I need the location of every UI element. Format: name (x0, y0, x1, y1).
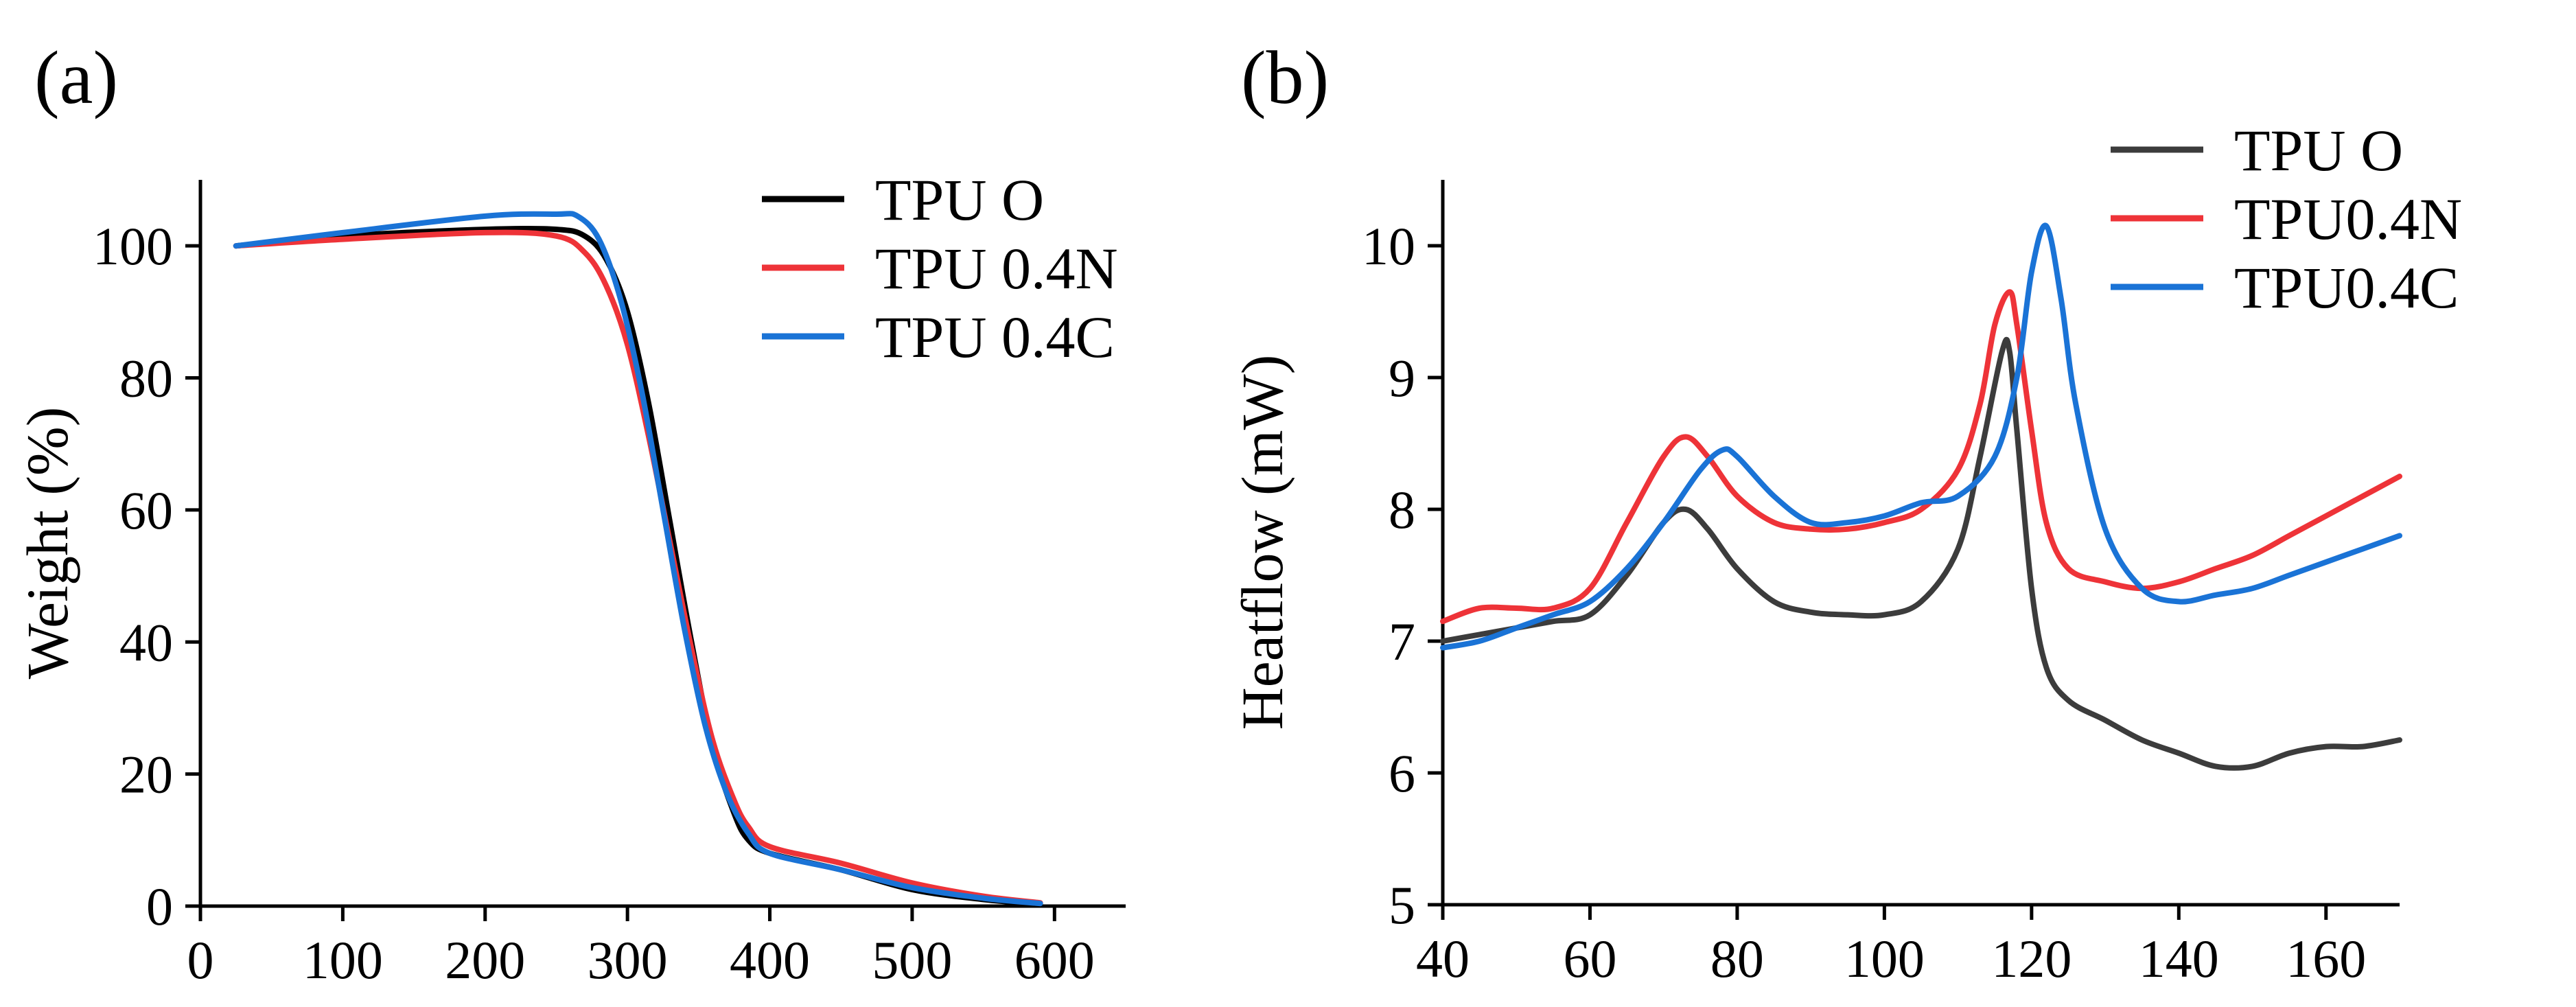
panel-a-x-tick-label: 300 (588, 930, 668, 990)
panel-b-x-tick-label: 120 (1991, 929, 2072, 988)
panel-a-axes: 0 100 200 300 400 500 600 0 20 40 60 80 100 Weight (%… (14, 180, 1126, 990)
panel-b-legend-label-tpu0-4c: TPU0.4C (2234, 255, 2459, 321)
panel-a-y-tick-label: 0 (146, 877, 173, 936)
panel-b-x-tick-label: 140 (2139, 929, 2219, 988)
panel-b-label: (b) (1241, 36, 1329, 119)
panel-a-y-tick-label: 40 (119, 612, 173, 672)
panel-a-y-tick-label: 80 (119, 349, 173, 408)
panel-a-x-tick-label: 0 (187, 930, 214, 990)
panel-a-series-line-tpu-0-4c (233, 211, 1043, 907)
panel-a-y-tick-label: 20 (119, 745, 173, 805)
panel-a-legend-label-tpu-0-4c: TPU 0.4C (875, 304, 1115, 370)
panel-b-series-line-tpu0-4c (1440, 222, 2402, 651)
panel-b: (b) 40 60 80 100 120 140 160 5 6 7 8 9 10 Heatflow (m… (1229, 36, 2462, 988)
panel-a-x-tick-label: 200 (445, 930, 525, 990)
panel-b-y-tick-label: 9 (1389, 348, 1415, 408)
panel-a: (a) 0 100 200 300 400 500 600 0 20 40 60 80 100 Weigh… (14, 36, 1126, 990)
panel-b-y-tick-label: 8 (1389, 480, 1415, 540)
panel-a-x-tick-label: 600 (1014, 930, 1095, 990)
panel-a-legend-label-tpu-o: TPU O (875, 167, 1044, 233)
panel-b-x-tick-label: 40 (1416, 929, 1470, 988)
panel-b-x-tick-label: 100 (1844, 929, 1925, 988)
panel-a-legend-label-tpu-0-4n: TPU 0.4N (875, 235, 1118, 301)
panel-b-y-tick-label: 6 (1389, 743, 1415, 803)
panel-a-y-axis-label: Weight (%) (14, 407, 80, 680)
panel-b-legend-label-tpu0-4n: TPU0.4N (2234, 186, 2462, 252)
panel-b-x-tick-label: 60 (1563, 929, 1616, 988)
panel-a-series (233, 211, 1043, 907)
panel-b-y-tick-label: 5 (1389, 875, 1415, 935)
panel-b-series (1440, 222, 2402, 771)
panel-a-y-tick-label: 100 (93, 216, 173, 276)
panel-a-x-tick-label: 100 (303, 930, 383, 990)
panel-b-y-tick-label: 10 (1362, 216, 1415, 276)
panel-a-x-tick-label: 500 (872, 930, 952, 990)
panel-b-y-axis-label: Heatflow (mW) (1229, 355, 1295, 730)
panel-b-x-tick-label: 80 (1710, 929, 1764, 988)
panel-b-x-tick-label: 160 (2286, 929, 2366, 988)
panel-a-x-tick-label: 400 (730, 930, 810, 990)
panel-b-series-line-tpu0-4n (1440, 289, 2402, 625)
panel-a-label: (a) (34, 36, 118, 119)
panel-b-y-tick-label: 7 (1389, 612, 1415, 671)
panel-b-axes: 40 60 80 100 120 140 160 5 6 7 8 9 10 Heatflow (mW) (1229, 180, 2400, 988)
panel-b-legend-label-tpu-o: TPU O (2234, 117, 2403, 183)
panel-a-y-tick-label: 60 (119, 481, 173, 540)
